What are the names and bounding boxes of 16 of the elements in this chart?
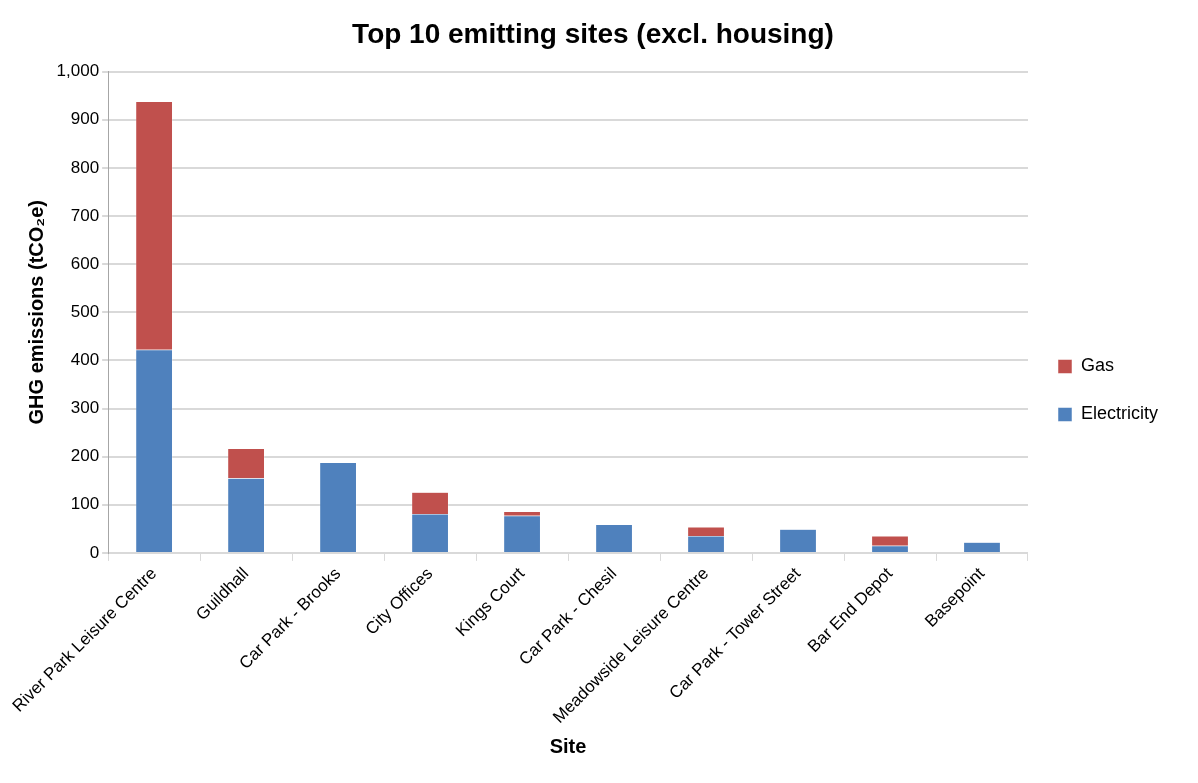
y-tick-label: 900 bbox=[70, 109, 100, 129]
y-tick-label: 0 bbox=[89, 542, 100, 562]
y-tick-label: 300 bbox=[70, 398, 100, 418]
y-tick-label: 400 bbox=[70, 350, 100, 370]
y-tick-label: 200 bbox=[70, 446, 100, 466]
legend-label: Gas bbox=[1080, 355, 1115, 376]
x-axis-title: Site bbox=[549, 734, 587, 757]
legend-label: Electricity bbox=[1080, 403, 1159, 424]
y-axis-title: GHG emissions (tCO₂e) bbox=[25, 200, 48, 425]
y-tick-label: 500 bbox=[70, 301, 100, 321]
y-tick-label: 600 bbox=[70, 253, 100, 273]
y-tick-label: 1,000 bbox=[56, 61, 100, 81]
y-tick-label: 700 bbox=[70, 205, 100, 225]
y-tick-label: 800 bbox=[70, 157, 100, 177]
y-tick-label: 100 bbox=[70, 494, 100, 514]
chart-title: Top 10 emitting sites (excl. housing) bbox=[352, 17, 834, 49]
